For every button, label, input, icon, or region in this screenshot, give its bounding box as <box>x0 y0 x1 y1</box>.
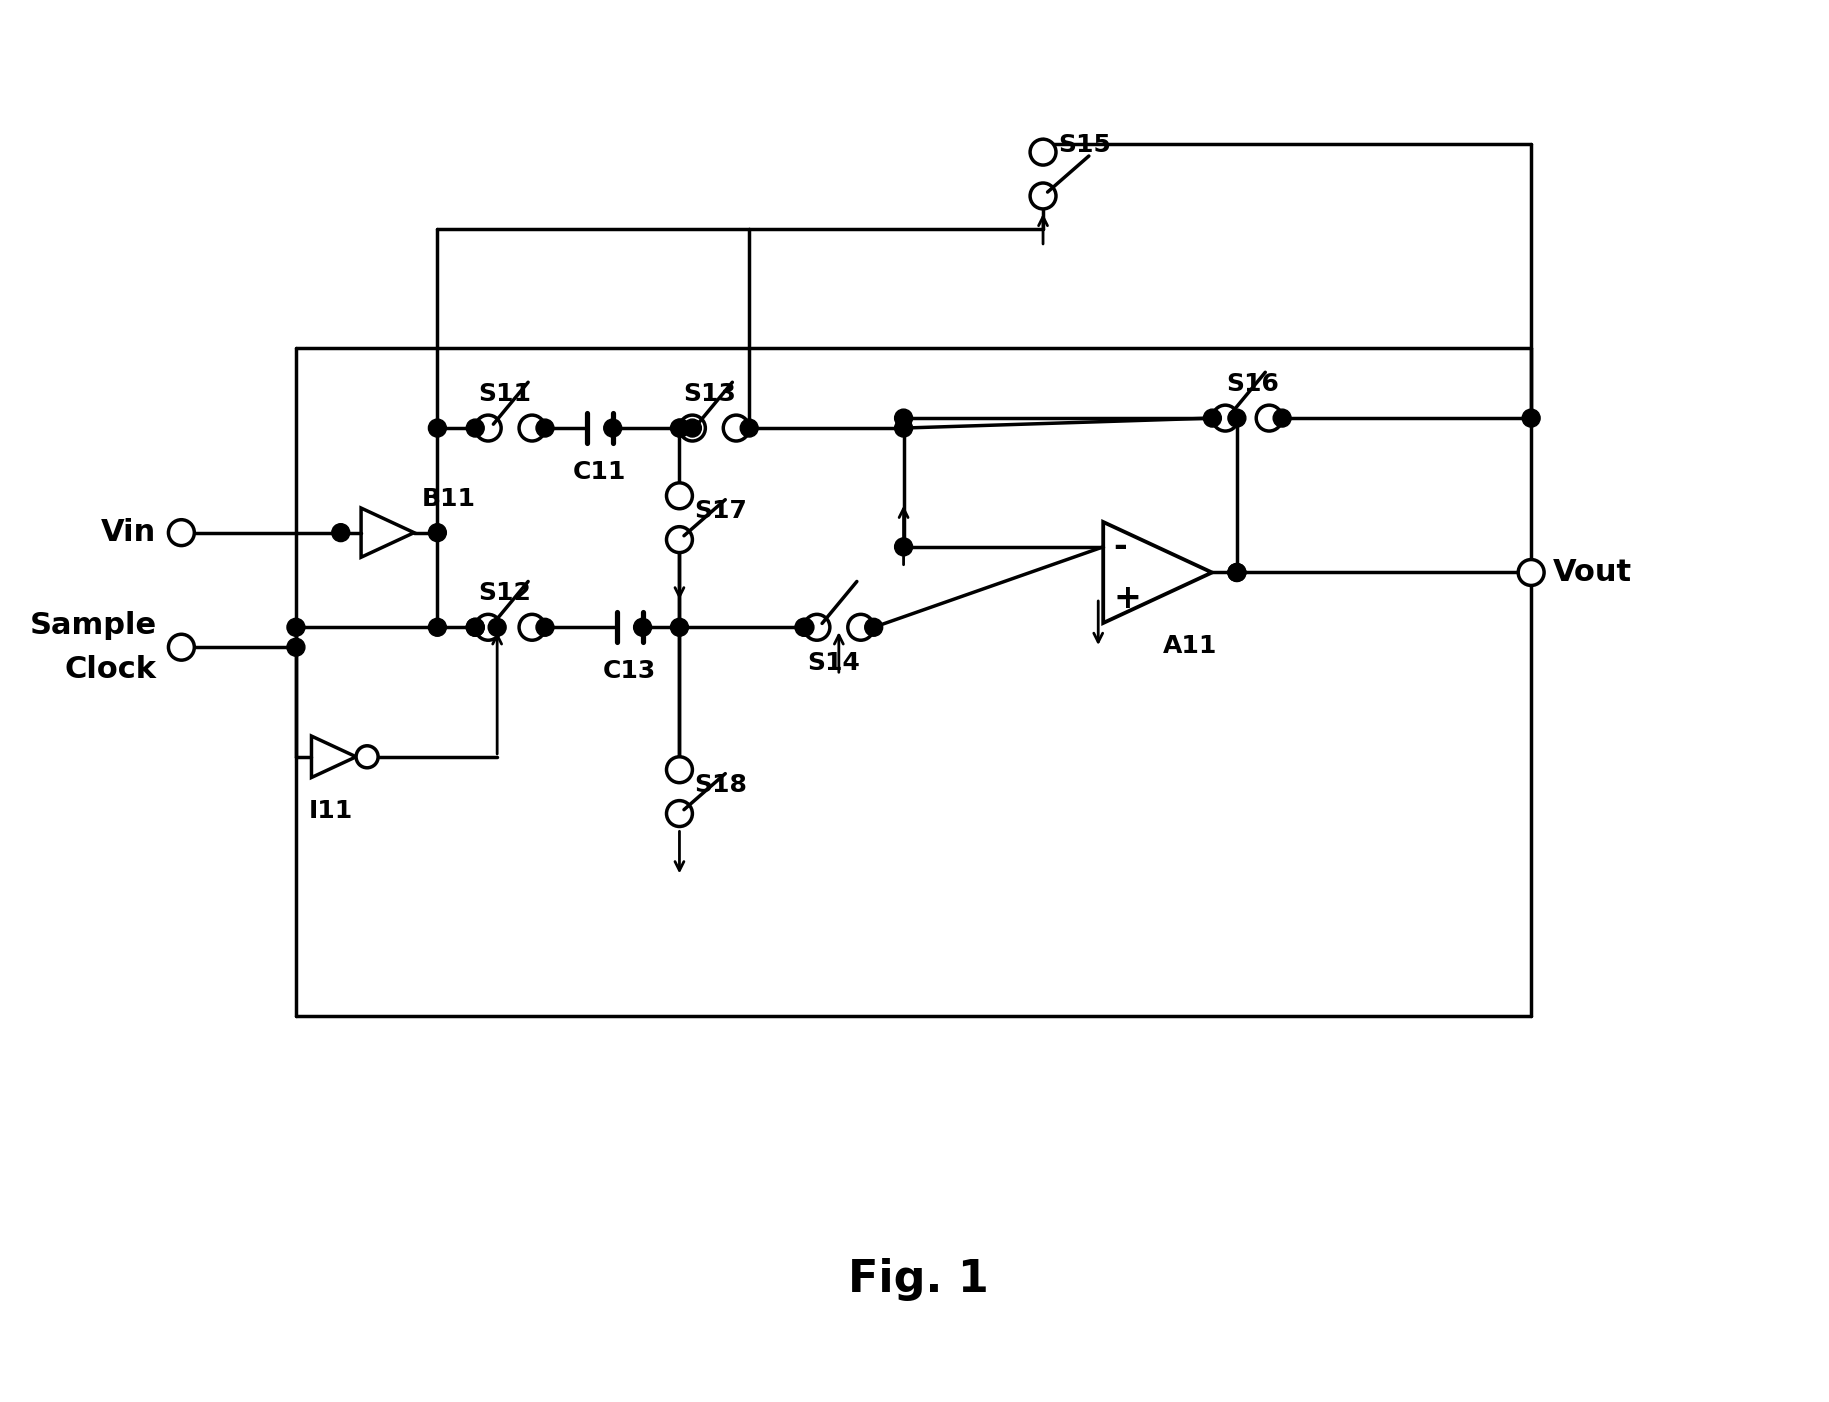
Circle shape <box>1518 559 1544 586</box>
Circle shape <box>519 614 545 641</box>
Text: B11: B11 <box>422 486 476 510</box>
Circle shape <box>466 618 485 637</box>
Text: S11: S11 <box>479 383 532 407</box>
Text: Vout: Vout <box>1553 558 1631 587</box>
Text: S15: S15 <box>1057 133 1110 157</box>
Circle shape <box>684 419 701 437</box>
Circle shape <box>796 618 814 637</box>
Circle shape <box>287 638 305 656</box>
Circle shape <box>536 618 554 637</box>
Text: Fig. 1: Fig. 1 <box>847 1258 988 1301</box>
Text: S14: S14 <box>807 651 860 676</box>
Text: Vin: Vin <box>101 519 157 547</box>
Circle shape <box>805 614 830 641</box>
Circle shape <box>633 618 651 637</box>
Circle shape <box>357 746 379 768</box>
Circle shape <box>476 614 501 641</box>
Circle shape <box>1227 409 1246 428</box>
Circle shape <box>428 524 446 541</box>
Circle shape <box>722 415 750 442</box>
Text: S13: S13 <box>682 383 735 407</box>
Text: C13: C13 <box>604 659 657 683</box>
Circle shape <box>428 419 446 437</box>
Circle shape <box>666 801 693 827</box>
Circle shape <box>671 419 688 437</box>
Text: C11: C11 <box>572 460 627 484</box>
Text: S12: S12 <box>479 582 532 606</box>
Circle shape <box>476 415 501 442</box>
Circle shape <box>287 618 305 637</box>
Text: S16: S16 <box>1225 372 1278 397</box>
Circle shape <box>488 618 507 637</box>
Circle shape <box>1203 409 1222 428</box>
Circle shape <box>466 419 485 437</box>
Text: S17: S17 <box>695 499 748 523</box>
Circle shape <box>1213 405 1238 430</box>
Circle shape <box>466 618 485 637</box>
Circle shape <box>796 618 812 637</box>
Circle shape <box>1030 184 1055 209</box>
Circle shape <box>331 524 349 541</box>
Circle shape <box>666 757 693 782</box>
Circle shape <box>671 618 688 637</box>
Circle shape <box>519 415 545 442</box>
Text: -: - <box>1114 530 1127 564</box>
Circle shape <box>666 482 693 509</box>
Text: Sample: Sample <box>29 611 157 639</box>
Text: S18: S18 <box>695 773 748 796</box>
Circle shape <box>894 419 913 437</box>
Circle shape <box>1227 564 1246 582</box>
Text: +: + <box>1114 582 1141 614</box>
Circle shape <box>741 419 759 437</box>
Circle shape <box>168 634 194 660</box>
Circle shape <box>604 419 622 437</box>
Circle shape <box>1257 405 1282 430</box>
Circle shape <box>1030 139 1055 165</box>
Circle shape <box>1273 409 1291 428</box>
Circle shape <box>671 419 690 437</box>
Text: Clock: Clock <box>64 655 157 684</box>
Circle shape <box>894 538 913 555</box>
Circle shape <box>666 527 693 552</box>
Circle shape <box>894 409 913 428</box>
Circle shape <box>168 520 194 545</box>
Circle shape <box>1227 564 1246 582</box>
Circle shape <box>679 415 706 442</box>
Circle shape <box>849 614 874 641</box>
Text: A11: A11 <box>1163 634 1216 659</box>
Circle shape <box>865 618 883 637</box>
Circle shape <box>1522 409 1540 428</box>
Text: I11: I11 <box>309 799 353 823</box>
Circle shape <box>536 419 554 437</box>
Circle shape <box>428 618 446 637</box>
